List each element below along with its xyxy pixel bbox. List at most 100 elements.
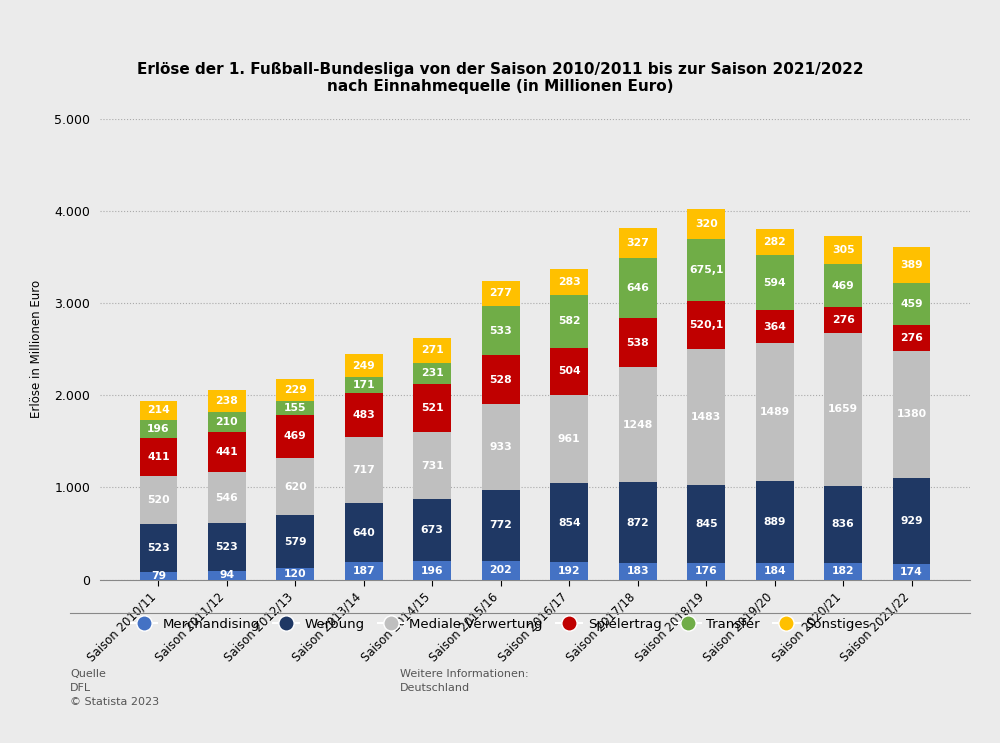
Bar bbox=[619, 367, 657, 482]
Text: 731: 731 bbox=[421, 461, 444, 471]
Bar bbox=[413, 384, 451, 432]
Text: 469: 469 bbox=[832, 281, 855, 291]
Text: Erlöse der 1. Fußball-Bundesliga von der Saison 2010/2011 bis zur Saison 2021/20: Erlöse der 1. Fußball-Bundesliga von der… bbox=[137, 62, 863, 94]
Bar bbox=[208, 391, 246, 412]
Text: 94: 94 bbox=[219, 570, 234, 580]
Bar bbox=[140, 421, 177, 438]
Bar bbox=[345, 377, 383, 393]
Text: 717: 717 bbox=[352, 465, 375, 476]
Bar bbox=[140, 400, 177, 421]
Text: 520,1: 520,1 bbox=[689, 320, 723, 330]
Text: 184: 184 bbox=[763, 566, 786, 576]
Bar bbox=[140, 438, 177, 476]
Text: 533: 533 bbox=[489, 325, 512, 336]
Bar bbox=[482, 490, 520, 561]
Text: 546: 546 bbox=[215, 493, 238, 502]
Text: Weitere Informationen:
Deutschland: Weitere Informationen: Deutschland bbox=[400, 669, 529, 692]
Bar bbox=[140, 524, 177, 572]
Bar bbox=[687, 563, 725, 580]
Bar bbox=[276, 515, 314, 568]
Text: 249: 249 bbox=[352, 360, 375, 371]
Text: 389: 389 bbox=[900, 260, 923, 270]
Text: 872: 872 bbox=[626, 518, 649, 528]
Bar bbox=[482, 281, 520, 306]
Text: 441: 441 bbox=[215, 447, 238, 457]
Text: 327: 327 bbox=[626, 239, 649, 248]
Bar bbox=[208, 412, 246, 432]
Text: 283: 283 bbox=[558, 276, 581, 287]
Bar bbox=[276, 380, 314, 400]
Bar bbox=[893, 478, 930, 563]
Bar bbox=[619, 562, 657, 580]
Text: 229: 229 bbox=[284, 385, 307, 395]
Text: 176: 176 bbox=[695, 566, 718, 577]
Text: 459: 459 bbox=[900, 299, 923, 309]
Bar bbox=[824, 486, 862, 562]
Bar bbox=[345, 562, 383, 580]
Bar bbox=[687, 349, 725, 485]
Bar bbox=[550, 294, 588, 348]
Text: 640: 640 bbox=[352, 528, 375, 538]
Text: 594: 594 bbox=[763, 278, 786, 288]
Text: 182: 182 bbox=[832, 566, 854, 576]
Text: 231: 231 bbox=[421, 369, 444, 378]
Text: 276: 276 bbox=[832, 315, 855, 325]
Text: 1483: 1483 bbox=[691, 412, 721, 422]
Text: 483: 483 bbox=[352, 410, 375, 420]
Bar bbox=[756, 256, 794, 310]
Bar bbox=[550, 483, 588, 562]
Bar bbox=[824, 236, 862, 265]
Text: 276: 276 bbox=[900, 333, 923, 343]
Text: 933: 933 bbox=[489, 442, 512, 452]
Bar bbox=[893, 247, 930, 283]
Text: 79: 79 bbox=[151, 571, 166, 581]
Text: 214: 214 bbox=[147, 406, 170, 415]
Bar bbox=[550, 395, 588, 483]
Bar bbox=[893, 351, 930, 478]
Bar bbox=[687, 239, 725, 301]
Bar bbox=[345, 503, 383, 562]
Text: 520: 520 bbox=[147, 495, 170, 505]
Bar bbox=[482, 306, 520, 355]
Text: 320: 320 bbox=[695, 219, 718, 229]
Legend: Merchandising, Werbung, Mediale Verwertung, Spielertrag, Transfer, Sonstiges: Merchandising, Werbung, Mediale Verwertu… bbox=[125, 612, 875, 636]
Text: 961: 961 bbox=[558, 434, 581, 444]
Text: 183: 183 bbox=[626, 566, 649, 576]
Bar bbox=[893, 563, 930, 580]
Text: 523: 523 bbox=[147, 543, 170, 554]
Bar bbox=[208, 522, 246, 571]
Text: 210: 210 bbox=[216, 417, 238, 427]
Bar bbox=[413, 338, 451, 363]
Text: 889: 889 bbox=[763, 516, 786, 527]
Text: 305: 305 bbox=[832, 245, 854, 255]
Text: 171: 171 bbox=[352, 380, 375, 390]
Text: 854: 854 bbox=[558, 518, 581, 528]
Bar bbox=[345, 393, 383, 438]
Bar bbox=[276, 458, 314, 515]
Bar bbox=[824, 333, 862, 486]
Bar bbox=[482, 404, 520, 490]
Text: 277: 277 bbox=[489, 288, 512, 299]
Text: 579: 579 bbox=[284, 536, 307, 547]
Bar bbox=[276, 400, 314, 415]
Bar bbox=[756, 343, 794, 481]
Bar bbox=[756, 562, 794, 580]
Bar bbox=[345, 438, 383, 503]
Text: 620: 620 bbox=[284, 481, 307, 492]
Bar bbox=[413, 363, 451, 384]
Bar bbox=[413, 562, 451, 580]
Bar bbox=[208, 432, 246, 473]
Text: 646: 646 bbox=[626, 283, 649, 293]
Bar bbox=[208, 473, 246, 522]
Text: 120: 120 bbox=[284, 569, 307, 579]
Text: 1659: 1659 bbox=[828, 404, 858, 415]
Bar bbox=[824, 265, 862, 308]
Text: 1489: 1489 bbox=[760, 407, 790, 417]
Text: 675,1: 675,1 bbox=[689, 265, 723, 275]
Text: 929: 929 bbox=[900, 516, 923, 526]
Bar bbox=[482, 355, 520, 404]
Bar bbox=[413, 499, 451, 562]
Text: 528: 528 bbox=[489, 374, 512, 385]
Bar bbox=[619, 482, 657, 562]
Text: 364: 364 bbox=[763, 322, 786, 331]
